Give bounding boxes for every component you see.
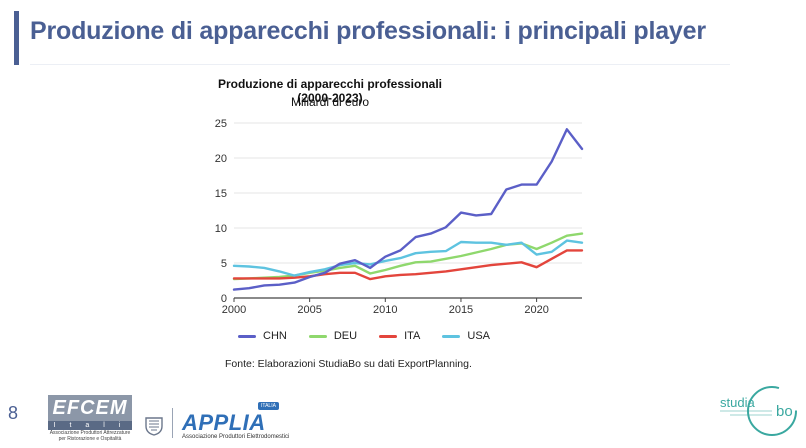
y-tick-label-10: 10 [215,223,227,235]
series-line-usa [232,239,584,277]
x-tick-label-2015: 2015 [449,304,473,316]
legend-item-chn: CHN [238,330,287,342]
legend-item-ita: ITA [379,330,420,342]
source-note: Fonte: Elaborazioni StudiaBo su dati Exp… [225,358,472,370]
chart-subtitle: Miliardi di euro [290,95,370,109]
y-tick-label-5: 5 [221,258,227,270]
legend-swatch-usa [442,334,461,338]
legend-item-deu: DEU [308,330,358,342]
legend-swatch-ita [379,334,398,338]
y-tick-label-15: 15 [215,188,227,200]
y-tick-label-20: 20 [215,153,227,165]
legend-label-deu: DEU [333,330,358,342]
legend-swatch-chn [238,334,256,338]
efcem-logo: EFCEM I t a l i a Associazione Produttor… [48,395,132,442]
x-tick-label-2010: 2010 [373,304,397,316]
confindustria-logo [145,417,163,436]
applia-logo: ITALIA APPLIA Associazione Produttori El… [180,402,295,442]
legend-label-ita: ITA [404,330,421,342]
x-tick-label-2000: 2000 [222,304,246,316]
studiabo-logo: studia bo [720,386,797,436]
page-title: Produzione di apparecchi professionali: … [30,17,706,45]
y-tick-label-25: 25 [215,118,227,130]
y-tick-label-0: 0 [221,293,227,305]
legend-swatch-deu [308,334,327,338]
applia-logo-word: APPLIA [182,410,266,435]
efcem-logo-word: EFCEM [48,395,132,421]
applia-badge: ITALIA [258,402,279,410]
title-rule [30,64,730,65]
title-accent-bar [14,11,19,65]
applia-logo-tagline: Associazione Produttori Elettrodomestici [182,434,290,440]
logo-divider [172,408,173,438]
chart-legend: CHN DEU ITA USA [238,330,490,342]
legend-label-chn: CHN [263,330,287,342]
page-number: 8 [8,403,19,423]
x-tick-label-2020: 2020 [524,304,548,316]
series-line-chn [232,128,584,291]
efcem-logo-sub: I t a l i a [48,421,132,438]
efcem-logo-tagline: Associazione Produttori Attrezzature per… [49,430,131,442]
chart-title: Produzione di apparecchi professionali (… [217,77,443,105]
legend-label-usa: USA [467,330,490,342]
series-line-ita [232,249,584,281]
studiabo-word-a: studia [720,395,755,410]
legend-item-usa: USA [442,330,490,342]
x-tick-label-2005: 2005 [297,304,321,316]
studiabo-word-b: bo [776,403,793,420]
